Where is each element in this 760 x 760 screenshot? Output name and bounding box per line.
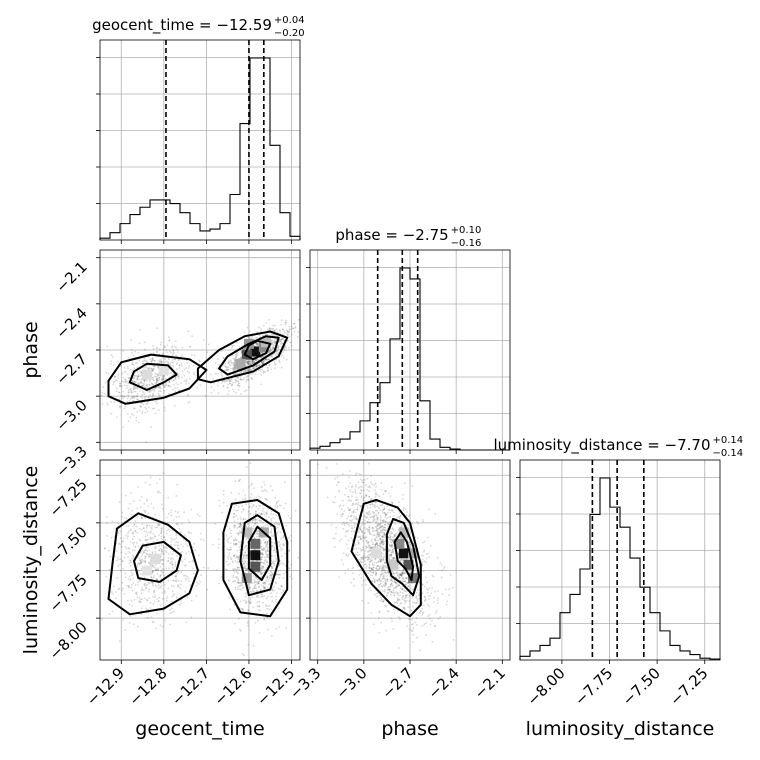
panel-phase-vs-luminosity_distance-density-cell-2 — [408, 573, 419, 584]
title-median-luminosity_distance: −7.70 — [665, 436, 711, 454]
panel-geocent_time-vs-luminosity_distance-density-cell-2 — [250, 561, 261, 572]
ytick-label-phase-2: −2.7 — [52, 350, 90, 388]
panel-phase-vs-luminosity_distance-density-cell-1 — [403, 559, 414, 570]
panel-phase-vs-luminosity_distance-density-cell-4 — [408, 548, 419, 559]
xaxis-label-geocent_time: geocent_time — [135, 718, 264, 740]
hist-luminosity_distance-frame — [519, 459, 721, 661]
ytick-label-luminosity_distance-0: −8.00 — [46, 618, 91, 663]
panel-geocent_time-vs-luminosity_distance-frame — [99, 459, 301, 661]
title-median-geocent_time: −12.59 — [216, 16, 272, 34]
panel-geocent_time-vs-phase-contour-2 — [243, 339, 272, 361]
title-median-phase: −2.75 — [403, 226, 449, 244]
ytick-label-luminosity_distance-1: −7.75 — [46, 571, 91, 616]
xtick-label-phase-0: −3.3 — [286, 664, 324, 702]
panel-geocent_time-vs-luminosity_distance-density-cell-6 — [150, 554, 161, 565]
panel-geocent_time-vs-luminosity_distance-density-cell-3 — [241, 573, 252, 584]
panel-phase-vs-luminosity_distance-density-cell-3 — [394, 538, 405, 549]
xtick-label-luminosity_distance-3: −7.25 — [666, 664, 711, 709]
ytick-label-phase-4: −2.1 — [52, 258, 90, 296]
panel-geocent_time-vs-luminosity_distance-background — [100, 460, 300, 660]
yaxis-label-phase: phase — [20, 321, 42, 378]
xtick-label-geocent_time-0: −12.9 — [83, 664, 128, 709]
panel-phase-vs-luminosity_distance-contour-1 — [385, 518, 421, 597]
ytick-label-phase-3: −2.4 — [52, 304, 90, 342]
panel-geocent_time-vs-phase-density-cell-7 — [158, 365, 169, 375]
title-prefix-phase: phase = — [335, 226, 402, 244]
ytick-label-phase-1: −3.0 — [52, 396, 90, 434]
xtick-label-geocent_time-1: −12.8 — [125, 664, 170, 709]
panel-geocent_time-vs-phase-density-cell-6 — [141, 369, 152, 380]
panel-geocent_time-vs-luminosity_distance-contour-3 — [239, 514, 280, 597]
title-prefix-luminosity_distance: luminosity_distance = — [493, 436, 664, 455]
panel-phase-vs-luminosity_distance-density-cell-5 — [388, 559, 399, 570]
panel-geocent_time-vs-luminosity_distance-contour-2 — [247, 525, 272, 581]
panel-geocent_time-vs-phase-density-cell-0 — [250, 346, 261, 357]
hist-panel-geocent_time-background — [100, 40, 300, 240]
panel-phase-vs-luminosity_distance-density-cell-7 — [398, 527, 409, 538]
xtick-label-geocent_time-3: −12.6 — [211, 664, 256, 709]
xaxis-label-phase: phase — [381, 718, 438, 740]
hist-phase-steps — [309, 267, 510, 451]
title-upper-err-luminosity_distance: +0.14 — [713, 435, 744, 446]
xtick-label-geocent_time-2: −12.7 — [168, 664, 213, 709]
ytick-label-phase-0: −3.3 — [52, 442, 90, 480]
xtick-label-phase-1: −3.0 — [332, 664, 370, 702]
title-lower-err-geocent_time: −0.20 — [274, 28, 305, 39]
xtick-label-luminosity_distance-2: −7.50 — [619, 664, 664, 709]
panel-geocent_time-vs-luminosity_distance-contour-0 — [133, 540, 182, 583]
panel-geocent_time-vs-luminosity_distance-contour-4 — [222, 499, 289, 618]
panel-phase-vs-luminosity_distance-contour-2 — [350, 499, 422, 618]
hist-title-phase: phase = −2.75 — [335, 226, 448, 244]
hist-panel-luminosity_distance-background — [520, 460, 720, 660]
hist-geocent_time-steps — [99, 57, 301, 240]
panel-geocent_time-vs-phase-contour-3 — [218, 335, 280, 376]
ytick-label-luminosity_distance-3: −7.25 — [46, 475, 91, 520]
panel-phase-vs-luminosity_distance-density-cell-0 — [398, 548, 409, 559]
panel-geocent_time-vs-phase-contour-0 — [128, 362, 178, 391]
xtick-label-luminosity_distance-0: −8.00 — [524, 664, 569, 709]
title-upper-err-phase: +0.10 — [451, 225, 482, 236]
panel-geocent_time-vs-luminosity_distance-density-cell-1 — [250, 538, 261, 549]
title-upper-err-geocent_time: +0.04 — [274, 15, 305, 26]
title-lower-err-luminosity_distance: −0.14 — [713, 448, 744, 459]
hist-geocent_time-frame — [99, 39, 301, 241]
panel-phase-vs-luminosity_distance-density-cell-6 — [371, 548, 382, 559]
hist-luminosity_distance-steps — [519, 477, 721, 660]
yaxis-label-luminosity_distance: luminosity_distance — [20, 466, 42, 655]
xtick-label-phase-4: −2.1 — [471, 664, 509, 702]
panel-geocent_time-vs-phase-density-cell-3 — [235, 358, 246, 369]
panel-geocent_time-vs-phase-contour-1 — [107, 353, 208, 405]
panel-geocent_time-vs-luminosity_distance-density-cell-7 — [141, 565, 152, 576]
panel-phase-vs-luminosity_distance-contour-0 — [393, 531, 415, 581]
panel-geocent_time-vs-luminosity_distance-density-cell-0 — [250, 550, 261, 561]
panel-geocent_time-vs-luminosity_distance-density-cell-5 — [241, 527, 252, 538]
hist-title-luminosity_distance: luminosity_distance = −7.70 — [493, 436, 710, 455]
xtick-label-luminosity_distance-1: −7.75 — [571, 664, 616, 709]
xtick-label-phase-2: −2.7 — [378, 664, 416, 702]
title-lower-err-phase: −0.16 — [451, 238, 482, 249]
hist-title-geocent_time: geocent_time = −12.59 — [92, 16, 272, 35]
ytick-label-luminosity_distance-2: −7.50 — [46, 523, 91, 568]
xtick-label-phase-3: −2.4 — [424, 664, 462, 702]
panel-geocent_time-vs-phase-contour-4 — [196, 330, 289, 384]
panel-geocent_time-vs-luminosity_distance-contour-1 — [107, 512, 199, 616]
title-prefix-geocent_time: geocent_time = — [92, 16, 216, 35]
xaxis-label-luminosity_distance: luminosity_distance — [526, 718, 715, 740]
